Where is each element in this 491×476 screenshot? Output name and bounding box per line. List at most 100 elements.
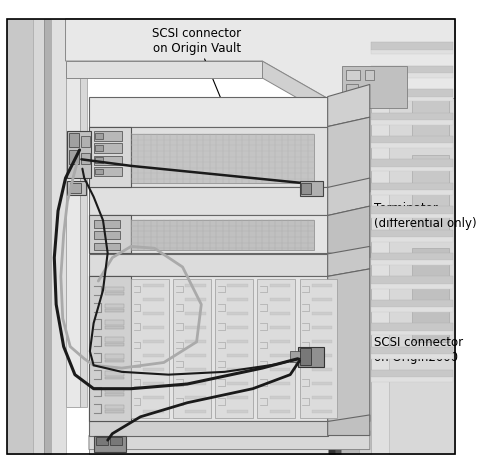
Bar [143, 312, 164, 315]
Bar [257, 279, 295, 418]
Text: Terminator
(differential only): Terminator (differential only) [339, 202, 477, 230]
Bar [371, 230, 453, 238]
Polygon shape [89, 431, 370, 450]
Bar [95, 169, 103, 175]
Bar [371, 183, 453, 191]
Bar [33, 20, 44, 454]
Bar [227, 382, 248, 385]
Polygon shape [327, 178, 370, 216]
Bar [94, 221, 120, 228]
Bar [300, 181, 323, 197]
Bar [186, 284, 206, 287]
Bar [105, 304, 124, 308]
Bar [371, 43, 453, 50]
Bar [105, 377, 124, 379]
Bar [143, 397, 164, 399]
Bar [371, 347, 453, 354]
Bar [270, 397, 290, 399]
Bar [69, 134, 79, 148]
Bar [143, 368, 164, 371]
Bar [94, 436, 126, 452]
Bar [89, 422, 327, 436]
Bar [6, 20, 33, 454]
Bar [371, 207, 453, 214]
Text: SCSI connector
on Origin2000: SCSI connector on Origin2000 [331, 336, 464, 364]
Bar [371, 277, 453, 284]
Polygon shape [327, 269, 370, 422]
Bar [105, 371, 124, 376]
Bar [143, 354, 164, 357]
Bar [105, 343, 124, 346]
Bar [412, 43, 449, 137]
Bar [388, 20, 455, 454]
Bar [105, 309, 124, 312]
Bar [371, 50, 453, 55]
Bar [270, 312, 290, 315]
Bar [67, 132, 91, 178]
Bar [227, 326, 248, 329]
Bar [143, 410, 164, 413]
Bar [216, 279, 253, 418]
Bar [105, 405, 124, 409]
Bar [186, 397, 206, 399]
Bar [143, 284, 164, 287]
Bar [312, 312, 332, 315]
Bar [89, 127, 327, 188]
Bar [301, 183, 311, 195]
Bar [412, 155, 449, 230]
Bar [371, 261, 453, 266]
Bar [371, 121, 453, 125]
Bar [89, 277, 131, 422]
Bar [94, 243, 120, 250]
Bar [371, 90, 453, 98]
Bar [186, 312, 206, 315]
Bar [143, 326, 164, 329]
Bar [186, 326, 206, 329]
Bar [186, 382, 206, 385]
Polygon shape [65, 62, 262, 79]
Bar [371, 377, 453, 382]
Bar [290, 351, 301, 363]
Bar [105, 388, 124, 393]
Bar [89, 436, 327, 454]
Bar [94, 156, 122, 166]
Bar [143, 298, 164, 301]
Bar [359, 20, 371, 454]
Bar [105, 394, 124, 397]
Bar [89, 127, 131, 188]
Bar [70, 183, 82, 194]
Polygon shape [65, 20, 455, 99]
Bar [346, 85, 357, 93]
Bar [371, 20, 455, 454]
Bar [227, 397, 248, 399]
Bar [312, 410, 332, 413]
Bar [67, 181, 86, 196]
Bar [89, 216, 131, 253]
Bar [186, 340, 206, 343]
Bar [371, 324, 453, 331]
Bar [298, 347, 324, 367]
Bar [412, 249, 449, 342]
Bar [143, 340, 164, 343]
Bar [270, 354, 290, 357]
Bar [300, 279, 337, 418]
Bar [270, 298, 290, 301]
Bar [80, 62, 87, 407]
Bar [371, 160, 453, 168]
Polygon shape [89, 254, 327, 277]
Bar [227, 354, 248, 357]
Bar [365, 71, 375, 80]
Bar [270, 410, 290, 413]
Bar [270, 284, 290, 287]
Bar [371, 354, 453, 359]
Bar [186, 298, 206, 301]
Polygon shape [327, 207, 370, 258]
Bar [371, 113, 453, 121]
Bar [327, 20, 335, 454]
Bar [186, 354, 206, 357]
Bar [371, 137, 453, 144]
Bar [371, 238, 453, 242]
Bar [342, 67, 407, 109]
Bar [300, 349, 311, 366]
Bar [186, 368, 206, 371]
